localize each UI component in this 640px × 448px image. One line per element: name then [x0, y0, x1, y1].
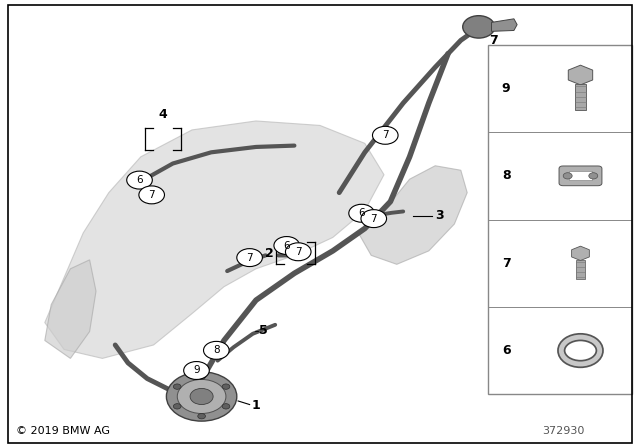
- Circle shape: [127, 171, 152, 189]
- Circle shape: [166, 372, 237, 421]
- Circle shape: [204, 341, 229, 359]
- Polygon shape: [572, 246, 589, 261]
- Circle shape: [190, 388, 213, 405]
- Circle shape: [589, 172, 598, 179]
- Text: 7: 7: [246, 253, 253, 263]
- FancyBboxPatch shape: [559, 166, 602, 185]
- Text: 4: 4: [159, 108, 168, 121]
- Text: 6: 6: [502, 344, 510, 357]
- FancyBboxPatch shape: [488, 45, 632, 394]
- Circle shape: [198, 374, 205, 379]
- Circle shape: [237, 249, 262, 267]
- Circle shape: [563, 172, 572, 179]
- Text: 7: 7: [490, 34, 499, 47]
- Text: 372930: 372930: [542, 426, 584, 436]
- Circle shape: [222, 404, 230, 409]
- Text: 9: 9: [193, 366, 200, 375]
- Text: 6: 6: [358, 208, 365, 218]
- Text: 7: 7: [148, 190, 155, 200]
- Circle shape: [139, 186, 164, 204]
- Circle shape: [173, 384, 181, 389]
- Text: © 2019 BMW AG: © 2019 BMW AG: [16, 426, 110, 436]
- Polygon shape: [492, 19, 517, 31]
- Text: 6: 6: [284, 241, 290, 250]
- Polygon shape: [45, 260, 96, 358]
- Polygon shape: [568, 65, 593, 85]
- Text: 1: 1: [252, 399, 260, 412]
- Polygon shape: [358, 166, 467, 264]
- Text: 7: 7: [295, 247, 301, 257]
- Circle shape: [285, 243, 311, 261]
- Circle shape: [372, 126, 398, 144]
- Text: 8: 8: [213, 345, 220, 355]
- Text: 9: 9: [502, 82, 510, 95]
- Circle shape: [184, 362, 209, 379]
- Text: 7: 7: [502, 257, 511, 270]
- Text: 3: 3: [435, 209, 444, 223]
- Text: 5: 5: [259, 324, 268, 337]
- FancyBboxPatch shape: [575, 84, 586, 110]
- Circle shape: [177, 379, 226, 414]
- Text: 7: 7: [371, 214, 377, 224]
- Text: 7: 7: [382, 130, 388, 140]
- Text: 6: 6: [136, 175, 143, 185]
- Polygon shape: [45, 121, 384, 358]
- Circle shape: [361, 210, 387, 228]
- Text: 8: 8: [502, 169, 510, 182]
- FancyBboxPatch shape: [569, 171, 592, 180]
- Text: 2: 2: [265, 246, 274, 260]
- Circle shape: [349, 204, 374, 222]
- Circle shape: [173, 404, 181, 409]
- FancyBboxPatch shape: [576, 260, 585, 279]
- Circle shape: [198, 414, 205, 419]
- Circle shape: [274, 237, 300, 254]
- Circle shape: [463, 16, 495, 38]
- Circle shape: [222, 384, 230, 389]
